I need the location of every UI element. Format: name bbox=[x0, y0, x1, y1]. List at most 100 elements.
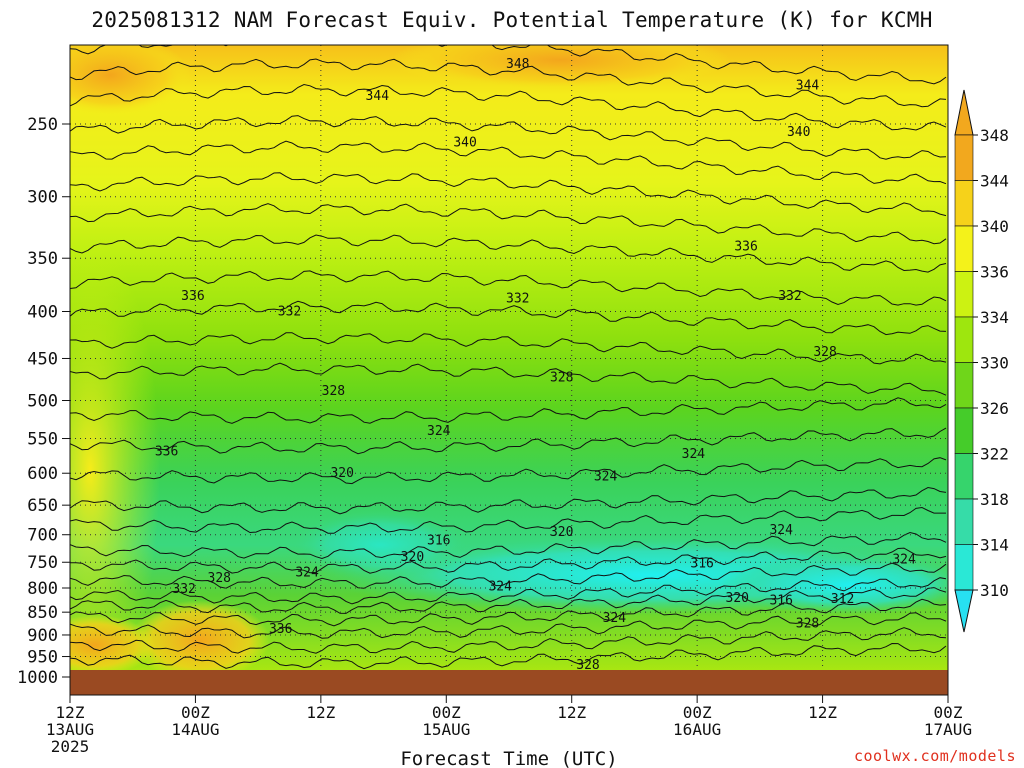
contour-label: 324 bbox=[427, 424, 451, 439]
y-tick-label: 850 bbox=[27, 603, 58, 623]
contour-label: 328 bbox=[796, 617, 819, 632]
x-tick-label: 12Z bbox=[557, 703, 586, 722]
contour-label: 320 bbox=[401, 550, 424, 565]
x-tick-label: 13AUG bbox=[46, 720, 94, 739]
x-tick-label: 12Z bbox=[808, 703, 837, 722]
colorbar-label: 310 bbox=[980, 581, 1009, 600]
y-tick-label: 550 bbox=[27, 430, 58, 450]
contour-label: 312 bbox=[831, 592, 854, 607]
colorbar-top-arrow bbox=[954, 89, 974, 136]
y-tick-label: 250 bbox=[27, 115, 58, 135]
contour-label: 316 bbox=[427, 533, 450, 548]
y-tick-label: 750 bbox=[27, 553, 58, 573]
y-tick-label: 700 bbox=[27, 526, 58, 546]
credit-link[interactable]: coolwx.com/models bbox=[853, 747, 1016, 765]
colorbar-label: 336 bbox=[980, 263, 1009, 282]
colorbar-swatch bbox=[954, 453, 974, 500]
y-tick-label: 1000 bbox=[17, 668, 58, 688]
grid-lines bbox=[70, 45, 948, 670]
colorbar-swatch bbox=[954, 134, 974, 181]
contour-line bbox=[70, 300, 947, 336]
contour-line bbox=[70, 598, 947, 627]
ground-surface bbox=[70, 670, 948, 695]
contour-line bbox=[70, 457, 947, 485]
contour-label: 324 bbox=[594, 470, 618, 485]
colorbar-label: 330 bbox=[980, 354, 1009, 373]
colorbar-label: 344 bbox=[980, 172, 1009, 191]
x-tick-label: 00Z bbox=[934, 703, 963, 722]
y-tick-label: 350 bbox=[27, 249, 58, 269]
colorbar-swatch bbox=[954, 498, 974, 545]
contour-label: 320 bbox=[726, 591, 749, 606]
contour-label: 332 bbox=[278, 304, 301, 319]
y-tick-label: 950 bbox=[27, 648, 58, 668]
contour-label: 332 bbox=[172, 582, 195, 597]
contour-line bbox=[70, 506, 946, 534]
contour-label: 316 bbox=[769, 593, 792, 608]
y-tick-label: 800 bbox=[27, 579, 58, 599]
contour-line bbox=[70, 642, 947, 670]
contour-label: 344 bbox=[366, 89, 390, 104]
colorbar-swatch bbox=[954, 544, 974, 591]
contour-label: 336 bbox=[155, 444, 178, 459]
x-tick-label: 00Z bbox=[683, 703, 712, 722]
contour-labels: 348 344 344 340 340 336 336 336 336 332 332 332 332 3… bbox=[155, 57, 916, 673]
x-axis-label: Forecast Time (UTC) bbox=[400, 748, 617, 768]
contour-label: 316 bbox=[690, 556, 713, 571]
colorbar: 348 344 340 336 334 330 326 322 318 314 310 bbox=[954, 89, 1009, 633]
y-tick-label: 900 bbox=[27, 626, 58, 646]
colorbar-label: 334 bbox=[980, 308, 1009, 327]
y-tick-label: 650 bbox=[27, 496, 58, 516]
x-tick-label: 12Z bbox=[56, 703, 85, 722]
x-tick-label: 2025 bbox=[51, 737, 90, 756]
y-tick-label: 300 bbox=[27, 188, 58, 208]
contour-line bbox=[70, 172, 947, 217]
x-tick-label: 00Z bbox=[181, 703, 210, 722]
colorbar-swatch bbox=[954, 407, 974, 454]
contour-label: 324 bbox=[488, 579, 512, 594]
contour-line bbox=[70, 427, 947, 455]
contour-label: 324 bbox=[682, 447, 706, 462]
contour-label: 324 bbox=[603, 611, 627, 626]
contour-line bbox=[70, 612, 947, 639]
contour-label: 328 bbox=[208, 571, 231, 586]
contour-line bbox=[70, 203, 947, 245]
contour-line bbox=[70, 362, 947, 396]
contour-label: 348 bbox=[506, 57, 529, 72]
contour-label: 332 bbox=[778, 289, 801, 304]
contour-line bbox=[70, 115, 947, 160]
contour-label: 320 bbox=[550, 525, 573, 540]
contour-label: 328 bbox=[550, 371, 573, 386]
colorbar-label: 340 bbox=[980, 217, 1009, 236]
contour-label: 336 bbox=[269, 622, 292, 637]
contour-label: 320 bbox=[330, 466, 353, 481]
contour-label: 336 bbox=[181, 289, 204, 304]
colorbar-swatch bbox=[954, 271, 974, 318]
x-tick-label: 12Z bbox=[306, 703, 335, 722]
contour-label: 340 bbox=[453, 136, 476, 151]
contour-line bbox=[70, 531, 947, 560]
contour-line bbox=[70, 547, 947, 574]
colorbar-swatch bbox=[954, 362, 974, 409]
contour-line bbox=[70, 577, 947, 605]
contour-line bbox=[70, 486, 947, 515]
contour-line bbox=[70, 270, 947, 306]
contour-label: 328 bbox=[576, 658, 599, 673]
contour-label: 328 bbox=[813, 345, 836, 360]
x-tick-label: 00Z bbox=[432, 703, 461, 722]
x-tick-label: 15AUG bbox=[422, 720, 470, 739]
contour-label: 324 bbox=[769, 523, 793, 538]
contour-line bbox=[70, 83, 947, 131]
contour-line bbox=[70, 234, 947, 273]
contour-label: 328 bbox=[322, 384, 345, 399]
colorbar-swatch bbox=[954, 225, 974, 272]
colorbar-swatch bbox=[954, 316, 974, 363]
contour-line bbox=[70, 332, 947, 365]
contour-label: 340 bbox=[787, 125, 810, 140]
contour-line bbox=[70, 58, 947, 108]
colorbar-bottom-arrow bbox=[954, 589, 974, 633]
colorbar-label: 348 bbox=[980, 126, 1009, 145]
